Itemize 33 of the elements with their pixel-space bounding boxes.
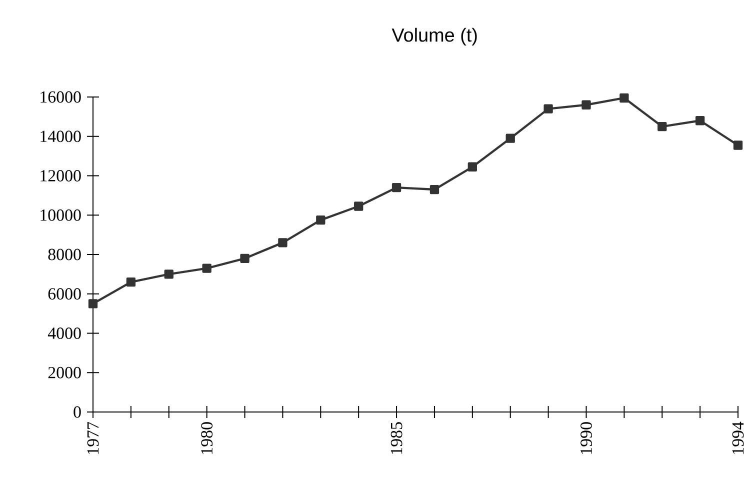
point [695,116,705,126]
y-tick-label: 2000 [48,366,81,378]
point [733,140,743,150]
point [354,202,364,211]
point [620,93,629,103]
point [88,299,98,308]
y-tick-label: 4000 [48,328,81,339]
y-tick-label: 14000 [40,130,81,142]
point [468,162,477,172]
y-tick-label: 12000 [40,170,81,182]
y-tick-label: 10000 [40,209,81,221]
point [126,277,136,287]
x-tick-label: 1990 [580,422,592,454]
point [544,104,553,114]
point [506,134,515,143]
point [278,238,288,248]
point [202,264,212,273]
point [582,100,591,110]
x-tick-label: 1977 [87,422,99,454]
y-tick-label: 6000 [48,288,81,300]
x-tick-label: 1994 [732,422,744,454]
point [658,122,667,132]
point [430,184,440,194]
y-tick-label: 8000 [48,248,81,260]
x-tick-label: 1980 [201,422,213,454]
y-tick-label: 16000 [40,91,81,103]
chart-title: Volume (t) [392,28,477,46]
point [316,215,326,225]
y-tick-label: 0 [74,406,81,418]
point [392,182,402,192]
point [240,254,250,264]
point [164,270,174,279]
x-tick-label: 1985 [390,422,402,454]
